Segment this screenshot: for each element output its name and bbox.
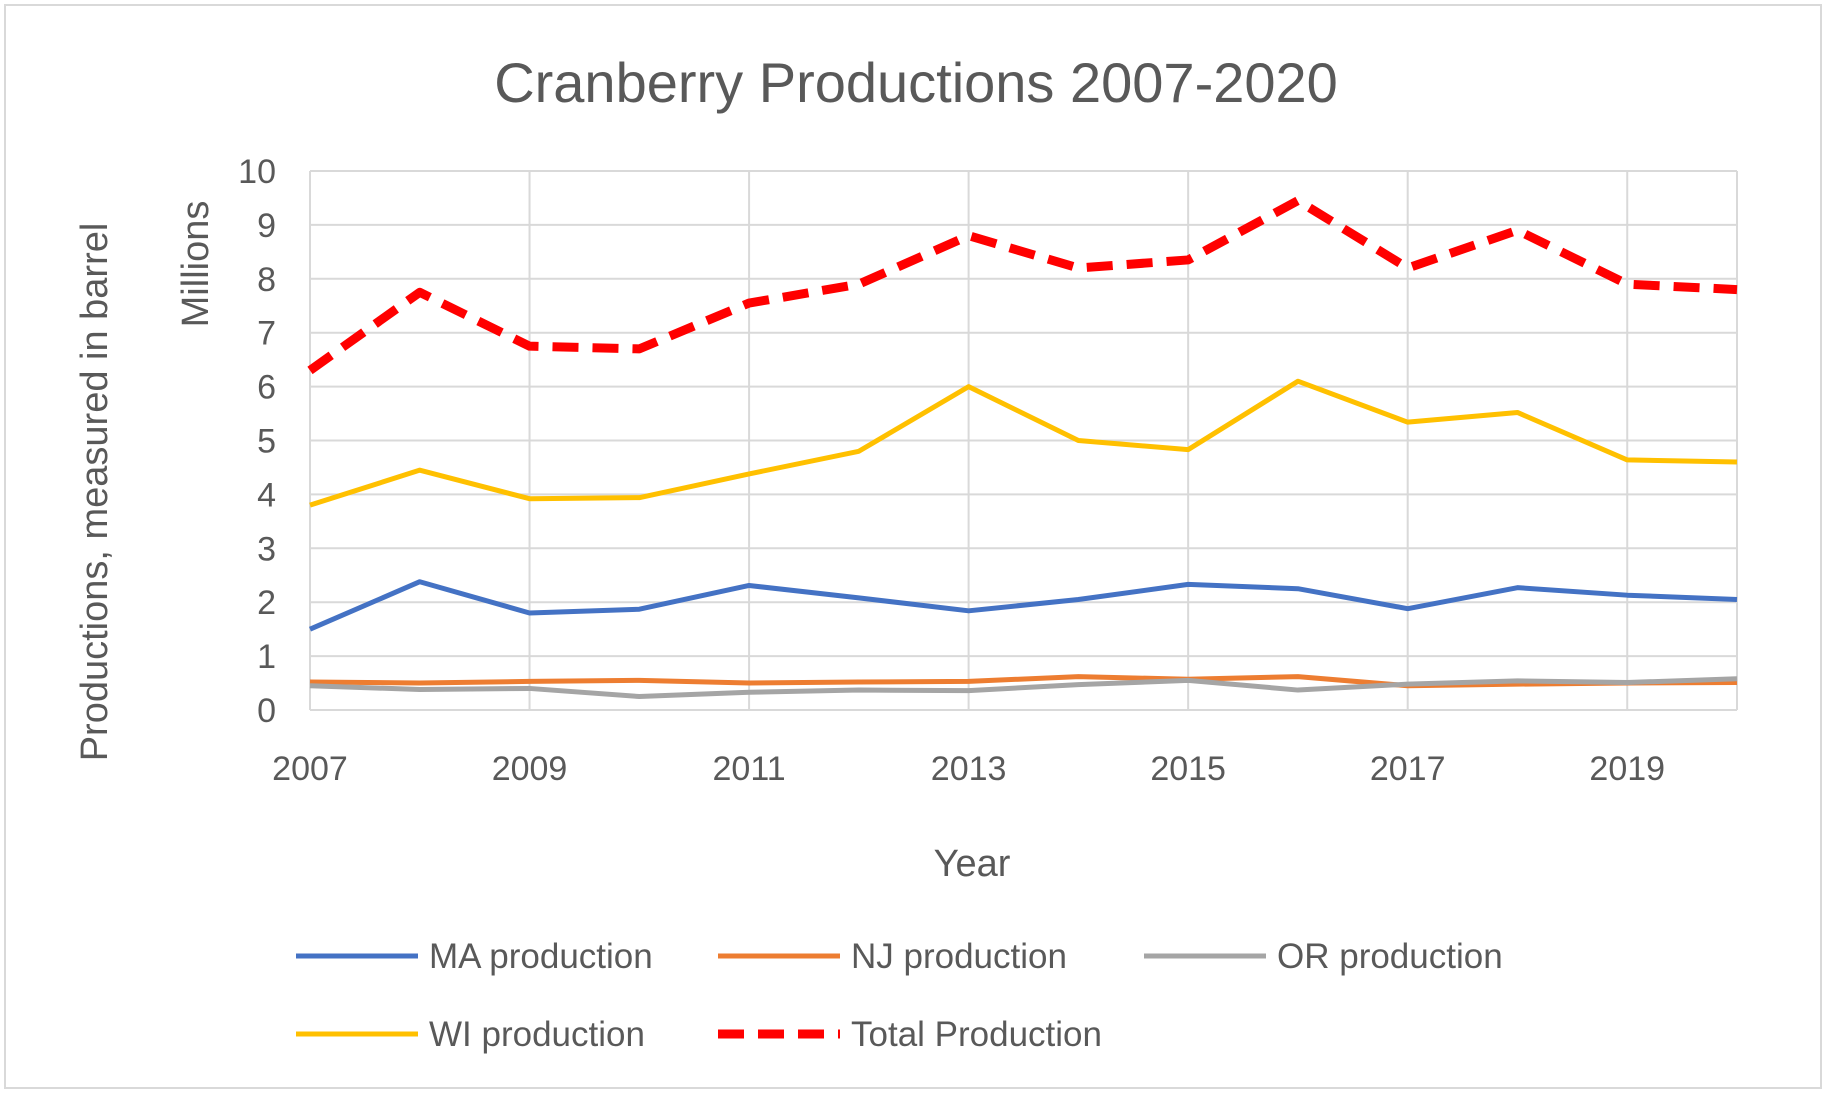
- series-line-total-production: [307, 196, 1738, 375]
- x-tick-label: 2015: [1150, 750, 1226, 788]
- x-tick-label: 2017: [1370, 750, 1446, 788]
- y-tick-label: 6: [257, 369, 276, 407]
- legend-label: WI production: [429, 1015, 645, 1054]
- y-tick-label: 1: [257, 638, 276, 676]
- legend-label: MA production: [429, 937, 653, 976]
- y-axis-title: Productions, measured in barrel: [74, 223, 116, 762]
- y-tick-label: 2: [257, 584, 276, 622]
- series-line-ma-production: [309, 579, 1738, 632]
- y-tick-label: 7: [257, 315, 276, 353]
- series-line-nj-production: [309, 674, 1738, 689]
- x-tick-label: 2013: [931, 750, 1007, 788]
- legend-entry: Total Production: [718, 1015, 1102, 1054]
- legend-label: NJ production: [851, 937, 1067, 976]
- legend: MA production NJ production OR production W…: [296, 937, 1503, 1054]
- x-tick-label: 2009: [492, 750, 568, 788]
- legend-entry: OR production: [1144, 937, 1503, 976]
- y-tick-label: 9: [257, 207, 276, 245]
- y-tick-label: 0: [257, 692, 276, 730]
- series-line-or-production: [309, 676, 1738, 700]
- y-axis-units-label: Millions: [175, 201, 217, 328]
- x-tick-label: 2007: [272, 750, 348, 788]
- plot-area: [307, 196, 1738, 700]
- y-tick-label: 8: [257, 261, 276, 299]
- x-tick-label: 2011: [713, 750, 786, 788]
- y-tick-label: 4: [257, 476, 276, 514]
- legend-label: OR production: [1277, 937, 1503, 976]
- x-axis-ticks: 2007 2009 2011 2013 2015 2017 2019: [272, 750, 1665, 788]
- chart-frame: 0 1 2 3 4 5 6 7 8 9 10 2007 2009 2011 2013 2015 2017 201…: [4, 4, 1822, 1089]
- y-tick-label: 3: [257, 530, 276, 568]
- line-chart: 0 1 2 3 4 5 6 7 8 9 10 2007 2009 2011 2013 2015 2017 201…: [74, 51, 1738, 1054]
- x-axis-title: Year: [934, 843, 1011, 885]
- legend-label: Total Production: [851, 1015, 1102, 1054]
- gridlines: [309, 170, 1738, 711]
- x-tick-label: 2019: [1589, 750, 1665, 788]
- chart-title: Cranberry Productions 2007-2020: [494, 51, 1338, 114]
- legend-entry: NJ production: [718, 937, 1067, 976]
- legend-entry: WI production: [296, 1015, 645, 1054]
- legend-entry: MA production: [296, 937, 653, 976]
- series-line-wi-production: [309, 378, 1738, 508]
- y-tick-label: 5: [257, 423, 276, 461]
- y-tick-label: 10: [238, 153, 276, 191]
- y-axis-ticks: 0 1 2 3 4 5 6 7 8 9 10: [238, 153, 276, 730]
